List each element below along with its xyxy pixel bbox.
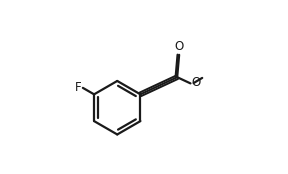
Text: O: O [175,40,184,53]
Text: O: O [191,76,200,89]
Text: F: F [75,81,82,94]
